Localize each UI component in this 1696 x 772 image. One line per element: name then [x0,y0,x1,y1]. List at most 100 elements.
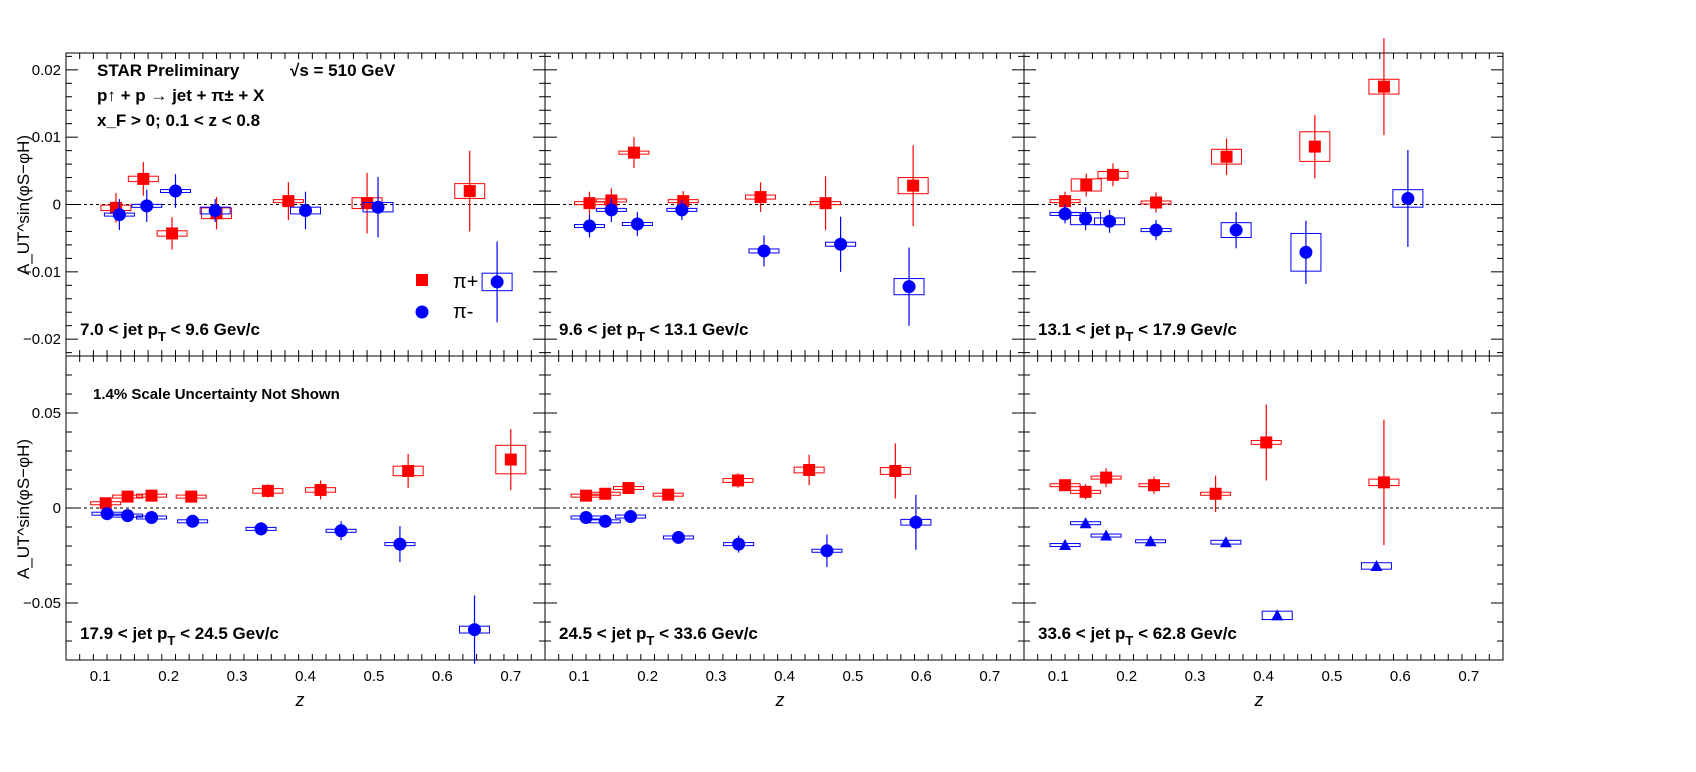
y-tick-label: 0.01 [32,129,61,146]
point-pim [834,237,848,251]
x-tick-label: 0.5 [363,668,384,685]
panel-jet-pt-label: 9.6 < jet pT < 13.1 Gev/c [559,320,748,344]
point-pip [504,453,517,466]
point-pip [1150,196,1163,209]
point-pim [299,204,312,218]
point-pim [1370,559,1383,571]
point-pip [1308,140,1321,153]
point-pip [731,474,744,487]
point-pip [907,179,920,192]
point-pip [1377,80,1390,93]
point-pip [1260,436,1273,449]
point-pip [1080,178,1093,191]
point-pim [1103,214,1117,228]
x-tick-label: 0.6 [911,668,932,685]
point-pim [334,524,348,538]
x-tick-label: 0.3 [1185,668,1206,685]
x-axis-title-1: z [295,690,305,710]
energy-label: √s = 510 GeV [290,61,396,80]
panel-jet-pt-label: 33.6 < jet pT < 62.8 Gev/c [1038,624,1237,648]
scale-note: 1.4% Scale Uncertainty Not Shown [93,386,340,403]
panel-1: 0.02 0.01 0 −0.01 −0.02 7.0 < jet pT < 9.6 Ge… [23,52,546,357]
point-pip [1100,471,1113,484]
x-tick-label: 0.3 [706,668,727,685]
point-pim [1100,529,1113,541]
panels-layer: 0.02 0.01 0 −0.01 −0.02 7.0 < jet pT < 9.6 Ge… [23,38,1504,685]
point-pim [1299,245,1313,259]
y-tick-label: 0 [53,197,61,214]
point-pim [1229,223,1243,237]
point-pim [490,275,504,289]
x-tick-label: 0.2 [1116,668,1137,685]
point-pip [1079,485,1092,498]
y-tick-label: −0.05 [23,595,61,612]
point-pip [261,484,274,497]
point-pim [1149,223,1163,237]
point-pim [1059,539,1072,551]
point-pip [314,483,327,496]
point-pim [121,509,135,523]
x-tick-label: 0.7 [1458,668,1479,685]
point-pim [168,184,182,198]
point-pim [630,217,644,231]
x-axis-title-3: z [1254,690,1264,710]
point-pip [1059,195,1072,208]
point-pim [732,537,746,551]
point-pim [145,511,159,524]
y-tick-label: 0.05 [32,405,61,422]
point-pim [820,544,834,558]
x-tick-label: 0.1 [90,668,111,685]
point-pim [100,507,114,521]
y-tick-label: 0.02 [32,62,61,79]
x-tick-label: 0.6 [432,668,453,685]
point-pip [1059,479,1072,492]
point-pip [185,490,198,503]
legend-pim-label: π- [453,301,473,323]
point-pim [624,510,638,524]
legend-pip-marker [416,274,428,286]
point-pim [604,203,618,217]
panel-3: 13.1 < jet pT < 17.9 Gev/c [1023,38,1504,357]
point-pim [254,522,268,536]
point-pim [186,514,200,528]
panel-frame [1023,355,1504,661]
point-pim [902,280,916,294]
point-pip [145,489,158,502]
point-pip [1209,487,1222,500]
legend-pip-label: π+ [453,271,478,293]
panel-jet-pt-label: 7.0 < jet pT < 9.6 Gev/c [80,320,260,344]
y-axis-title-bottom: A_UT^sin(φS−φH) [14,439,33,579]
point-pip [361,197,374,210]
point-pim [371,200,385,214]
x-tick-label: 0.5 [1321,668,1342,685]
point-pip [662,488,675,501]
point-pim [1079,212,1093,226]
x-axis-title-2: z [775,690,785,710]
reaction-label: p↑ + p → jet + π± + X [97,86,265,105]
point-pip [803,464,816,476]
panel-jet-pt-label: 17.9 < jet pT < 24.5 Gev/c [80,624,279,648]
point-pip [889,464,902,477]
point-pip [137,172,150,185]
point-pim [909,515,923,529]
panel-frame [1023,52,1504,357]
point-pim [1079,517,1092,529]
x-tick-label: 0.1 [569,668,590,685]
experiment-label: STAR Preliminary [97,61,240,80]
x-tick-label: 0.2 [637,668,658,685]
panel-6: 0.1 0.2 0.3 0.4 0.5 0.6 0.7 33.6 < jet pT < 62.… [1023,355,1504,685]
point-pip [622,482,635,495]
point-pip [166,227,179,240]
panel-5: 0.1 0.2 0.3 0.4 0.5 0.6 0.7 24.5 < jet pT < 33.… [544,355,1025,685]
point-pim [598,514,612,528]
point-pip [282,195,295,208]
point-pip [599,487,612,500]
point-pim [1271,609,1284,621]
x-tick-label: 0.6 [1390,668,1411,685]
x-tick-label: 0.7 [500,668,521,685]
point-pim [112,208,126,222]
panel-jet-pt-label: 13.1 < jet pT < 17.9 Gev/c [1038,320,1237,344]
panel-frame [544,355,1025,661]
point-pip [583,197,596,210]
point-pim [1219,536,1232,548]
